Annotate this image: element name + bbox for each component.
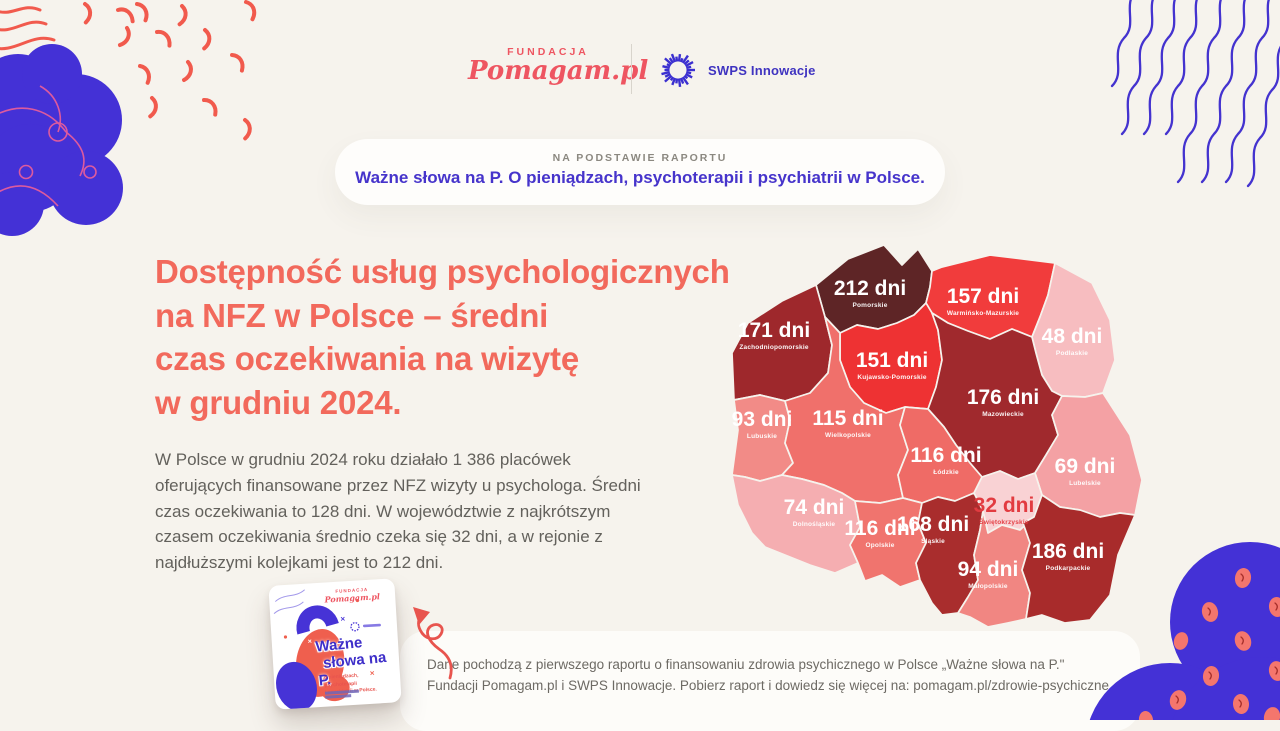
map-value-lbu: 93 dni	[732, 408, 793, 431]
map-name-zpm: Zachodniopomorskie	[739, 344, 809, 351]
map-name-kp: Kujawsko-Pomorskie	[857, 374, 927, 381]
svg-text:×: ×	[370, 669, 376, 678]
map-value-lbl: 69 dni	[1055, 455, 1116, 478]
map-name-lbu: Lubuskie	[747, 433, 777, 440]
map-name-ldz: Łódzkie	[933, 469, 959, 476]
flower-blob-icon	[0, 44, 123, 236]
logo-swps: SWPS Innowacje	[658, 50, 816, 90]
map-name-lbl: Lubelskie	[1069, 480, 1101, 487]
map-name-mlp: Małopolskie	[968, 583, 1008, 590]
map-name-swt: Świętokrzyskie	[979, 517, 1029, 526]
map-name-pl: Podlaskie	[1056, 350, 1088, 357]
map-value-opl: 116 dni	[844, 517, 915, 540]
svg-text:×: ×	[308, 638, 313, 645]
poland-map: 212 dni Pomorskie 157 dni Warmińsko-Mazursk…	[731, 244, 1143, 628]
map-value-zpm: 171 dni	[738, 319, 810, 342]
map-region-zpm	[731, 284, 833, 402]
map-value-swt: 32 dni	[974, 494, 1035, 517]
intro-paragraph: W Polsce w grudniu 2024 roku działało 1 …	[155, 450, 641, 573]
map-value-ldz: 116 dni	[910, 444, 981, 467]
swps-burst-icon	[661, 53, 695, 88]
map-name-mz: Mazowieckie	[982, 411, 1024, 418]
logo-pomagam-script: Pomagam.pl	[468, 56, 649, 86]
map-value-wm: 157 dni	[947, 285, 1019, 308]
logo-fundacja-label: FUNDACJA	[507, 46, 589, 58]
map-name-wm: Warmińsko-Mazurskie	[947, 310, 1019, 317]
title-line-1: Dostępność usług psychologicznych	[155, 253, 730, 290]
map-name-pdk: Podkarpackie	[1046, 565, 1091, 572]
map-name-pm: Pomorskie	[852, 302, 887, 309]
title-line-4: w grudniu 2024.	[155, 383, 402, 421]
map-name-dln: Dolnośląskie	[793, 521, 836, 528]
page-title: Dostępność usług psychologicznych na NFZ …	[155, 250, 755, 424]
map-value-pm: 212 dni	[834, 277, 906, 300]
corner-waves-red-icon	[0, 6, 56, 51]
svg-text:×: ×	[340, 614, 346, 623]
footer-line-2: Fundacji Pomagam.pl i SWPS Innowacje. Po…	[427, 677, 1113, 693]
red-crescents-icon	[83, 0, 257, 141]
map-name-opl: Opolskie	[865, 542, 894, 549]
map-name-wlk: Wielkopolskie	[825, 432, 871, 439]
swps-wordmark: SWPS Innowacje	[708, 62, 816, 78]
map-value-mlp: 94 dni	[958, 558, 1019, 581]
title-line-2: na NFZ w Polsce – średni	[155, 296, 549, 334]
map-region-pdk	[1021, 494, 1136, 624]
logo-pomagam: FUNDACJA Pomagam.pl	[468, 46, 649, 86]
banner-title: Ważne słowa na P. O pieniądzach, psychot…	[355, 168, 925, 187]
map-value-dln: 74 dni	[784, 496, 845, 519]
map-value-wlk: 115 dni	[812, 407, 883, 430]
banner-kicker: NA PODSTAWIE RAPORTU	[552, 152, 728, 164]
map-value-mz: 176 dni	[967, 386, 1039, 409]
footer-panel	[400, 631, 1140, 731]
top-right-waves-icon	[1110, 0, 1280, 188]
map-value-pl: 48 dni	[1042, 325, 1103, 348]
map-name-slk: Śląskie	[921, 536, 945, 545]
report-banner: NA PODSTAWIE RAPORTU Ważne słowa na P. O…	[335, 139, 945, 205]
footer-line-1: Dane pochodzą z pierwszego raportu o fin…	[427, 657, 1065, 672]
map-value-kp: 151 dni	[856, 349, 928, 372]
report-cover: × × × FUNDACJA Pomagam.pl Ważne słowa na …	[268, 578, 402, 710]
logo-divider	[631, 44, 632, 94]
footer-note: Dane pochodzą z pierwszego raportu o fin…	[427, 655, 1127, 697]
map-value-pdk: 186 dni	[1032, 540, 1104, 563]
map-value-slk: 168 dni	[897, 513, 969, 536]
title-line-3: czas oczekiwania na wizytę	[155, 340, 579, 378]
